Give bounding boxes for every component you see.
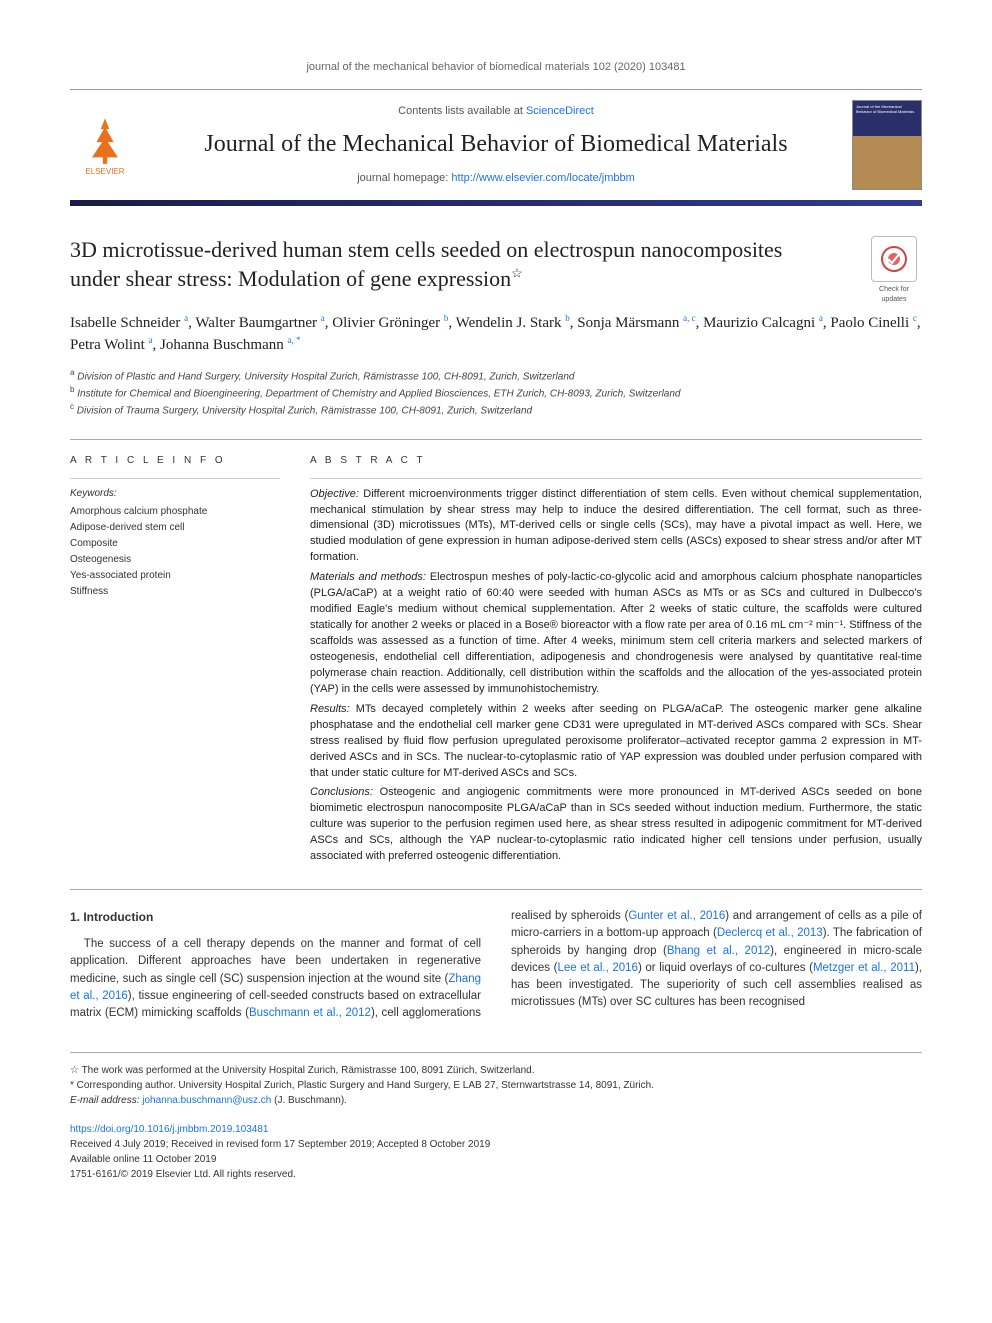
- journal-cover-thumb: Journal of the Mechanical Behavior of Bi…: [852, 100, 922, 190]
- footnotes: ☆ The work was performed at the Universi…: [70, 1052, 922, 1108]
- abstract-heading: A B S T R A C T: [310, 454, 922, 468]
- homepage-line: journal homepage: http://www.elsevier.co…: [158, 171, 834, 186]
- doi-link[interactable]: https://doi.org/10.1016/j.jmbbm.2019.103…: [70, 1124, 268, 1135]
- citation-link[interactable]: Bhang et al., 2012: [667, 945, 770, 957]
- homepage-prefix: journal homepage:: [357, 172, 451, 184]
- check-updates-label: Check for updates: [879, 286, 909, 303]
- gradient-bar: [70, 200, 922, 206]
- footnote-email: E-mail address: johanna.buschmann@usz.ch…: [70, 1093, 922, 1108]
- citation-link[interactable]: Buschmann et al., 2012: [249, 1007, 371, 1019]
- check-updates-widget[interactable]: Check for updates: [866, 236, 922, 305]
- body-two-column: 1. Introduction The success of a cell th…: [70, 908, 922, 1022]
- received-line: Received 4 July 2019; Received in revise…: [70, 1137, 922, 1152]
- keyword-item: Amorphous calcium phosphate: [70, 504, 280, 520]
- email-link[interactable]: johanna.buschmann@usz.ch: [142, 1095, 271, 1106]
- contents-prefix: Contents lists available at: [398, 105, 526, 117]
- article-info-col: A R T I C L E I N F O Keywords: Amorphou…: [70, 454, 280, 870]
- elsevier-logo: ELSEVIER: [70, 106, 140, 184]
- abstract-col: A B S T R A C T Objective: Different mic…: [310, 454, 922, 870]
- email-suffix: (J. Buschmann).: [271, 1095, 347, 1106]
- footnote-work: ☆ The work was performed at the Universi…: [70, 1063, 922, 1078]
- journal-name: Journal of the Mechanical Behavior of Bi…: [158, 128, 834, 162]
- objective-label: Objective:: [310, 488, 359, 500]
- divider-thin: [310, 478, 922, 479]
- homepage-link[interactable]: http://www.elsevier.com/locate/jmbbm: [451, 172, 634, 184]
- title-text: 3D microtissue-derived human stem cells …: [70, 237, 782, 291]
- keyword-item: Yes-associated protein: [70, 568, 280, 584]
- author-list: Isabelle Schneider a, Walter Baumgartner…: [70, 312, 922, 357]
- methods-label: Materials and methods:: [310, 571, 426, 583]
- running-head: journal of the mechanical behavior of bi…: [70, 60, 922, 75]
- title-note-marker: ☆: [511, 266, 523, 281]
- affiliation-line: b Institute for Chemical and Bioengineer…: [70, 384, 922, 401]
- keywords-list: Amorphous calcium phosphateAdipose-deriv…: [70, 504, 280, 600]
- article-title: 3D microtissue-derived human stem cells …: [70, 236, 790, 293]
- conclusions-label: Conclusions:: [310, 786, 373, 798]
- intro-text: ) or liquid overlays of co-cultures (: [638, 962, 813, 974]
- methods-text: Electrospun meshes of poly-lactic-co-gly…: [310, 571, 922, 695]
- masthead-center: Contents lists available at ScienceDirec…: [158, 104, 834, 186]
- intro-text: The success of a cell therapy depends on…: [70, 938, 481, 985]
- keyword-item: Composite: [70, 536, 280, 552]
- abstract-objective: Objective: Different microenvironments t…: [310, 487, 922, 567]
- doi-block: https://doi.org/10.1016/j.jmbbm.2019.103…: [70, 1122, 922, 1182]
- title-block: Check for updates 3D microtissue-derived…: [70, 236, 922, 418]
- tree-icon: [79, 114, 131, 166]
- check-updates-icon: [871, 236, 917, 282]
- keywords-label: Keywords:: [70, 487, 280, 501]
- available-line: Available online 11 October 2019: [70, 1152, 922, 1167]
- citation-link[interactable]: Gunter et al., 2016: [628, 910, 725, 922]
- abstract-conclusions: Conclusions: Osteogenic and angiogenic c…: [310, 785, 922, 865]
- abstract-methods: Materials and methods: Electrospun meshe…: [310, 570, 922, 698]
- keyword-item: Stiffness: [70, 584, 280, 600]
- contents-line: Contents lists available at ScienceDirec…: [158, 104, 834, 119]
- copyright-line: 1751-6161/© 2019 Elsevier Ltd. All right…: [70, 1167, 922, 1182]
- abstract-body: Objective: Different microenvironments t…: [310, 487, 922, 866]
- email-label: E-mail address:: [70, 1095, 142, 1106]
- intro-heading: 1. Introduction: [70, 908, 481, 926]
- sciencedirect-link[interactable]: ScienceDirect: [526, 105, 594, 117]
- abstract-results: Results: MTs decayed completely within 2…: [310, 702, 922, 782]
- affiliation-line: c Division of Trauma Surgery, University…: [70, 401, 922, 418]
- results-label: Results:: [310, 703, 350, 715]
- cover-title-stripe: Journal of the Mechanical Behavior of Bi…: [856, 105, 918, 135]
- masthead: ELSEVIER Contents lists available at Sci…: [70, 89, 922, 201]
- citation-link[interactable]: Lee et al., 2016: [557, 962, 638, 974]
- divider-thin: [70, 478, 280, 479]
- footnote-corresponding: * Corresponding author. University Hospi…: [70, 1078, 922, 1093]
- publisher-label: ELSEVIER: [85, 166, 124, 177]
- article-info-heading: A R T I C L E I N F O: [70, 454, 280, 468]
- page-container: journal of the mechanical behavior of bi…: [0, 0, 992, 1222]
- citation-link[interactable]: Metzger et al., 2011: [813, 962, 915, 974]
- objective-text: Different microenvironments trigger dist…: [310, 488, 922, 564]
- keyword-item: Osteogenesis: [70, 552, 280, 568]
- keyword-item: Adipose-derived stem cell: [70, 520, 280, 536]
- conclusions-text: Osteogenic and angiogenic commitments we…: [310, 786, 922, 862]
- citation-link[interactable]: Declercq et al., 2013: [717, 927, 823, 939]
- results-text: MTs decayed completely within 2 weeks af…: [310, 703, 922, 779]
- affiliation-line: a Division of Plastic and Hand Surgery, …: [70, 367, 922, 384]
- info-abstract-row: A R T I C L E I N F O Keywords: Amorphou…: [70, 454, 922, 870]
- affiliations: a Division of Plastic and Hand Surgery, …: [70, 367, 922, 419]
- divider: [70, 439, 922, 440]
- divider: [70, 889, 922, 890]
